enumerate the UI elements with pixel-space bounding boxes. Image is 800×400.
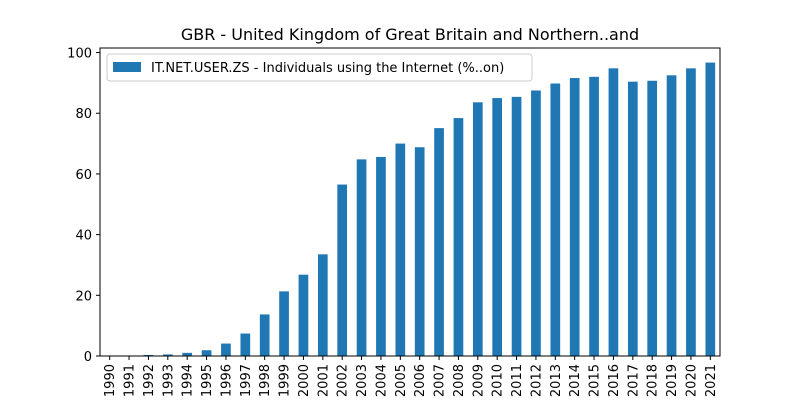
bar-1998 [259, 314, 270, 356]
x-tick-label-2017: 2017 [626, 364, 641, 397]
y-tick-label-80: 80 [75, 107, 92, 122]
x-tick-label-2009: 2009 [471, 364, 486, 397]
bar-2019 [666, 75, 677, 356]
x-tick-label-1997: 1997 [239, 364, 254, 397]
bar-1997 [240, 333, 251, 356]
legend-label: IT.NET.USER.ZS - Individuals using the I… [151, 61, 504, 76]
bar-2008 [453, 118, 464, 356]
bar-2013 [550, 83, 561, 356]
x-tick-label-2018: 2018 [646, 364, 661, 397]
bar-2000 [298, 274, 309, 356]
x-tick-label-1996: 1996 [219, 364, 234, 397]
x-tick-label-2005: 2005 [394, 364, 409, 397]
x-tick-label-1993: 1993 [161, 364, 176, 397]
x-tick-label-1998: 1998 [258, 364, 273, 397]
bar-2014 [569, 78, 580, 356]
bar-2010 [492, 98, 503, 356]
x-tick-label-1992: 1992 [142, 364, 157, 397]
y-tick-label-100: 100 [67, 47, 92, 62]
x-tick-label-2010: 2010 [491, 364, 506, 397]
bar-2002 [337, 184, 348, 356]
x-tick-label-2007: 2007 [433, 364, 448, 397]
bar-2020 [686, 68, 696, 356]
bar-2007 [434, 128, 444, 356]
x-tick-label-1994: 1994 [181, 364, 196, 397]
x-tick-label-2012: 2012 [529, 364, 544, 397]
bar-1992 [143, 354, 154, 356]
bar-1993 [162, 354, 173, 356]
x-tick-label-2008: 2008 [452, 364, 467, 397]
x-tick-label-2014: 2014 [568, 364, 583, 397]
bar-2016 [608, 68, 619, 356]
bar-1999 [279, 291, 289, 356]
x-tick-label-1991: 1991 [123, 364, 138, 397]
bars-layer [104, 62, 716, 357]
x-tick-label-1990: 1990 [103, 364, 118, 397]
bar-2015 [589, 76, 599, 356]
y-tick-label-40: 40 [75, 229, 92, 244]
x-tick-label-2021: 2021 [704, 364, 719, 397]
x-tick-label-2020: 2020 [684, 364, 699, 397]
y-tick-label-20: 20 [75, 289, 92, 304]
x-tick-label-2013: 2013 [549, 364, 564, 397]
bar-2017 [627, 81, 638, 357]
x-tick-label-2016: 2016 [607, 364, 622, 397]
axes-layer: 0 20 40 60 80 100 1990 1991 1992 1993 1994 1995 1996… [67, 47, 721, 397]
bar-2006 [414, 147, 425, 356]
x-tick-label-2004: 2004 [374, 364, 389, 397]
bar-2012 [531, 90, 541, 356]
bar-2021 [705, 62, 716, 356]
bar-2005 [395, 143, 406, 356]
legend-frame [106, 53, 533, 82]
x-tick-label-2011: 2011 [510, 364, 525, 397]
x-tick-label-1999: 1999 [278, 364, 293, 397]
bar-1995 [201, 350, 212, 356]
bar-2018 [647, 80, 658, 357]
bar-2009 [472, 102, 483, 356]
y-tick-label-60: 60 [75, 168, 92, 183]
x-tick-label-2001: 2001 [316, 364, 331, 397]
legend: IT.NET.USER.ZS - Individuals using the I… [106, 53, 533, 82]
x-tick-label-2002: 2002 [336, 364, 351, 397]
x-tick-label-2003: 2003 [355, 364, 370, 397]
bar-2004 [376, 156, 386, 356]
legend-swatch [113, 62, 141, 72]
bar-2011 [511, 96, 522, 357]
bar-1994 [182, 352, 193, 356]
x-tick-label-2015: 2015 [588, 364, 603, 397]
chart-title: GBR - United Kingdom of Great Britain an… [181, 25, 639, 44]
bar-2003 [356, 159, 367, 356]
x-tick-label-2000: 2000 [297, 364, 312, 397]
plot-frame [99, 47, 721, 357]
x-tick-label-2006: 2006 [413, 364, 428, 397]
y-tick-label-0: 0 [84, 350, 92, 365]
x-tick-label-2019: 2019 [665, 364, 680, 397]
x-tick-label-1995: 1995 [200, 364, 215, 397]
bar-1996 [221, 343, 231, 356]
bar-2001 [317, 254, 328, 356]
